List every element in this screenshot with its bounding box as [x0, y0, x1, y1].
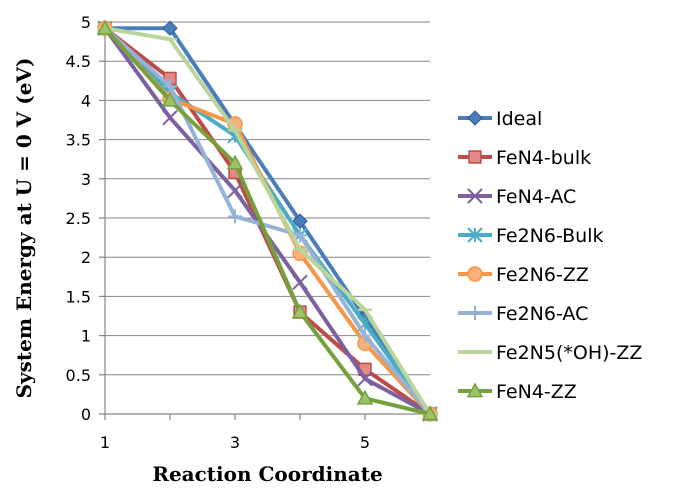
data-point: [162, 20, 178, 36]
legend-label: FeN4-bulk: [496, 147, 591, 169]
x-tick-label: 3: [230, 433, 240, 452]
y-tick-label: 3: [81, 170, 91, 189]
y-tick-label: 3.5: [66, 131, 91, 150]
legend-entry: FeN4-bulk: [458, 147, 591, 169]
legend-label: Ideal: [496, 108, 542, 130]
legend-label: Fe2N6-AC: [496, 303, 588, 325]
data-point: [228, 209, 242, 224]
series-fen4-zz: [96, 19, 439, 421]
y-tick-label: 4: [81, 91, 91, 110]
x-axis-title: Reaction Coordinate: [152, 462, 382, 486]
data-point: [468, 150, 482, 164]
legend-entry: Fe2N6-ZZ: [458, 264, 589, 286]
series-line: [105, 26, 432, 416]
data-point: [467, 188, 483, 204]
series-line: [103, 26, 432, 416]
data-point: [293, 228, 307, 243]
data-point: [421, 405, 439, 421]
data-point: [227, 182, 243, 199]
y-tick-label: 5: [81, 13, 91, 32]
y-tick-label: 2: [81, 248, 91, 267]
data-point: [358, 328, 372, 343]
data-point: [466, 382, 484, 398]
series-fe2n6-ac: [98, 21, 437, 421]
series-line: [104, 26, 432, 416]
tick-labels: 0 0.5 1 1.5 2 2.5 3 3.5 4 4.5 5 1 3 5: [66, 13, 371, 452]
data-point: [292, 213, 308, 229]
y-axis-title: System Energy at U = 0 V (eV): [12, 58, 36, 399]
legend-entry: Fe2N6-AC: [458, 303, 588, 325]
series-lines: [96, 19, 439, 422]
y-tick-label: 2.5: [66, 209, 91, 228]
y-tick-label: 1.5: [66, 287, 91, 306]
data-point: [356, 389, 374, 405]
x-tick-label: 1: [100, 433, 110, 452]
gridlines: [105, 21, 430, 376]
data-point: [467, 110, 483, 126]
legend-entry: FeN4-AC: [458, 186, 576, 208]
axes: [99, 21, 431, 420]
data-point: [467, 266, 483, 282]
legend-label: Fe2N5(*OH)-ZZ: [496, 342, 642, 364]
data-point: [291, 303, 309, 319]
y-tick-label: 0: [81, 405, 91, 424]
data-point: [162, 109, 178, 126]
legend-entry: FeN4-ZZ: [458, 381, 577, 403]
data-point: [163, 79, 177, 94]
y-tick-label: 1: [81, 327, 91, 346]
legend-entry: Fe2N6-Bulk: [458, 225, 604, 247]
data-point: [467, 227, 483, 243]
series-line: [103, 26, 431, 416]
data-point: [292, 274, 308, 290]
legend-label: Fe2N6-ZZ: [496, 264, 589, 286]
legend-label: Fe2N6-Bulk: [496, 225, 604, 247]
y-tick-label: 4.5: [66, 52, 91, 71]
legend: Ideal FeN4-bulk FeN4-AC Fe2N6-Bulk Fe2N6-ZZ F…: [458, 108, 642, 403]
legend-entry: Fe2N5(*OH)-ZZ: [458, 342, 642, 364]
x-tick-label: 5: [360, 433, 370, 452]
data-point: [357, 371, 373, 387]
data-point: [468, 306, 482, 320]
legend-label: FeN4-AC: [496, 186, 576, 208]
data-point: [161, 91, 179, 107]
legend-label: FeN4-ZZ: [496, 381, 577, 403]
data-point: [226, 154, 244, 170]
data-point: [96, 19, 114, 35]
y-tick-label: 0.5: [66, 366, 91, 385]
legend-entry: Ideal: [458, 108, 542, 130]
